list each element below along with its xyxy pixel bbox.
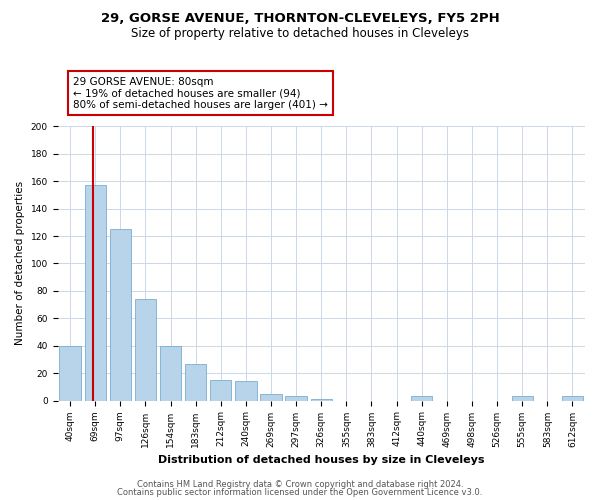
Bar bbox=[210, 380, 232, 400]
Text: Contains HM Land Registry data © Crown copyright and database right 2024.: Contains HM Land Registry data © Crown c… bbox=[137, 480, 463, 489]
Y-axis label: Number of detached properties: Number of detached properties bbox=[15, 182, 25, 346]
Bar bbox=[512, 396, 533, 400]
Text: Contains public sector information licensed under the Open Government Licence v3: Contains public sector information licen… bbox=[118, 488, 482, 497]
Bar bbox=[286, 396, 307, 400]
Text: Size of property relative to detached houses in Cleveleys: Size of property relative to detached ho… bbox=[131, 28, 469, 40]
X-axis label: Distribution of detached houses by size in Cleveleys: Distribution of detached houses by size … bbox=[158, 455, 485, 465]
Bar bbox=[311, 399, 332, 400]
Text: 29 GORSE AVENUE: 80sqm
← 19% of detached houses are smaller (94)
80% of semi-det: 29 GORSE AVENUE: 80sqm ← 19% of detached… bbox=[73, 76, 328, 110]
Bar bbox=[411, 396, 433, 400]
Bar bbox=[260, 394, 282, 400]
Text: 29, GORSE AVENUE, THORNTON-CLEVELEYS, FY5 2PH: 29, GORSE AVENUE, THORNTON-CLEVELEYS, FY… bbox=[101, 12, 499, 26]
Bar bbox=[110, 229, 131, 400]
Bar bbox=[59, 346, 81, 401]
Bar bbox=[160, 346, 181, 401]
Bar bbox=[235, 382, 257, 400]
Bar bbox=[562, 396, 583, 400]
Bar bbox=[85, 186, 106, 400]
Bar bbox=[185, 364, 206, 401]
Bar bbox=[135, 299, 156, 400]
